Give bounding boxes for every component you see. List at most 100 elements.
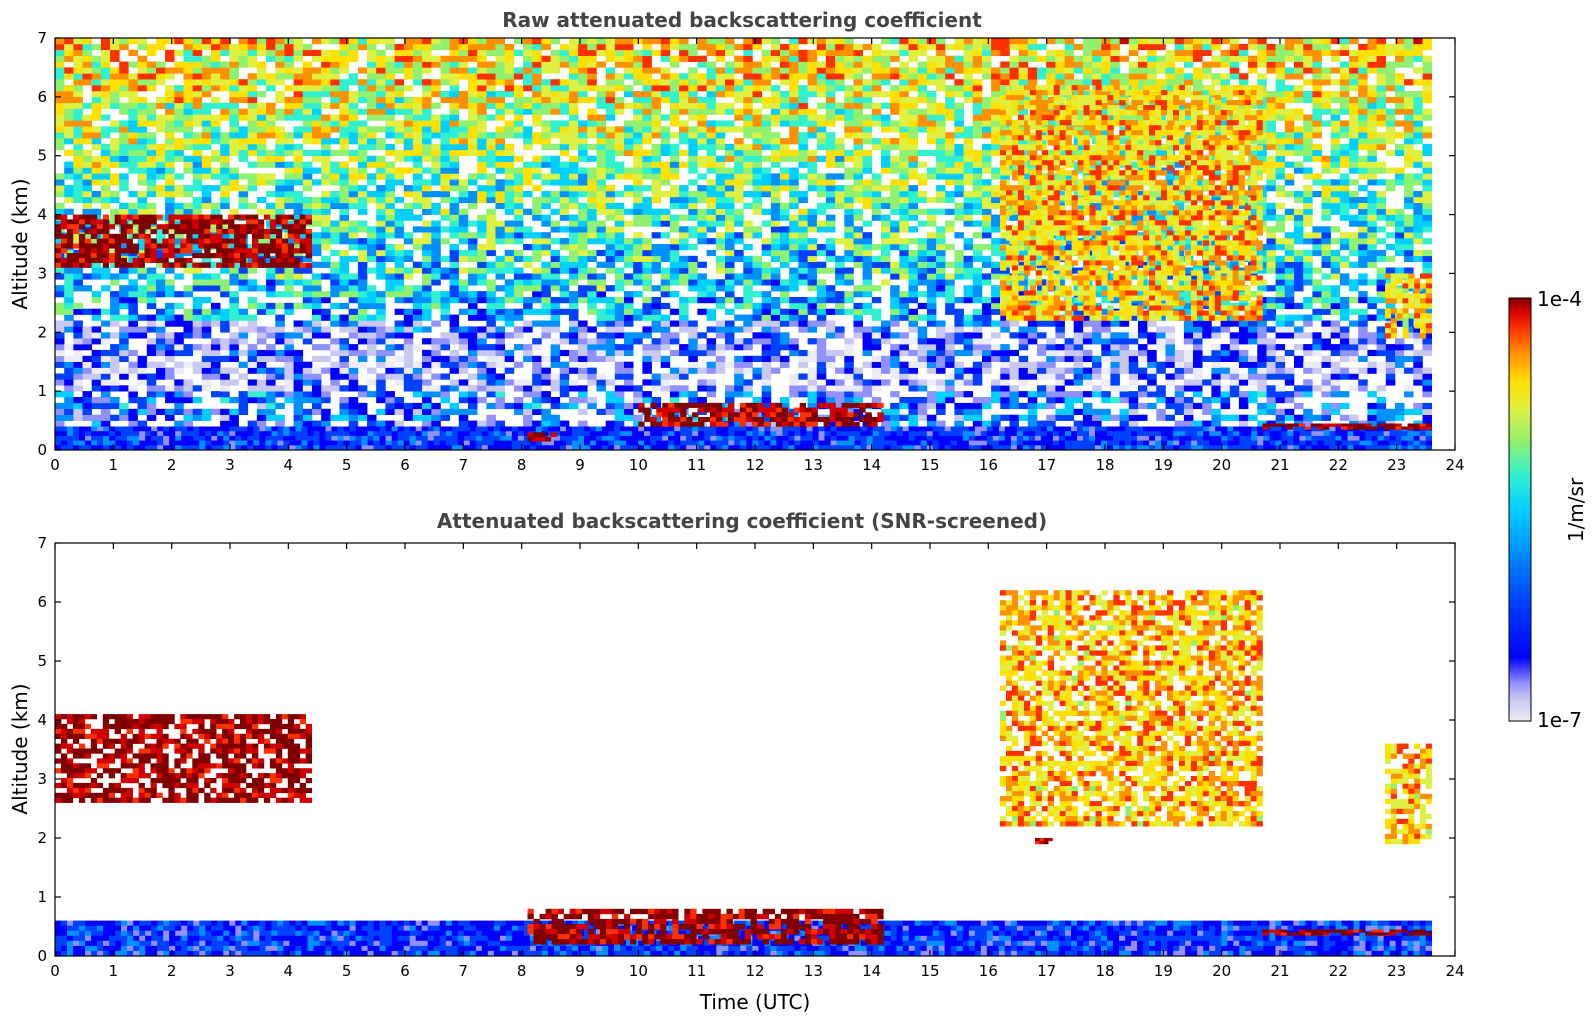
heatmap-cell bbox=[55, 191, 65, 198]
heatmap-cell bbox=[881, 196, 891, 204]
heatmap-cell bbox=[789, 91, 799, 98]
heatmap-cell bbox=[578, 244, 588, 251]
heatmap-cell bbox=[440, 179, 450, 186]
heatmap-cell bbox=[449, 155, 460, 162]
heatmap-cell bbox=[624, 273, 634, 280]
heatmap-cell bbox=[624, 332, 634, 339]
heatmap-cell bbox=[321, 179, 331, 186]
heatmap-cell bbox=[504, 120, 515, 127]
heatmap-cell bbox=[431, 114, 441, 121]
heatmap-cell bbox=[174, 402, 184, 410]
heatmap-cell bbox=[330, 61, 340, 68]
heatmap-cell bbox=[569, 244, 579, 251]
heatmap-cell bbox=[816, 102, 827, 109]
heatmap-cell bbox=[890, 355, 900, 362]
heatmap-cell bbox=[486, 267, 496, 274]
heatmap-cell bbox=[339, 179, 349, 186]
heatmap-cell bbox=[477, 91, 487, 98]
heatmap-cell bbox=[706, 179, 717, 186]
heatmap-cell bbox=[55, 220, 65, 227]
heatmap-cell bbox=[146, 161, 157, 168]
heatmap-cell bbox=[605, 326, 616, 333]
heatmap-cell bbox=[247, 126, 258, 133]
heatmap-cell bbox=[100, 332, 111, 339]
heatmap-cell bbox=[55, 55, 65, 62]
heatmap-cell bbox=[293, 326, 304, 333]
heatmap-cell bbox=[394, 367, 405, 374]
heatmap-cell bbox=[486, 385, 496, 392]
heatmap-cell bbox=[899, 191, 909, 198]
heatmap-cell bbox=[183, 73, 193, 80]
heatmap-cell bbox=[660, 291, 671, 298]
heatmap-cell bbox=[458, 55, 469, 62]
heatmap-cell bbox=[82, 126, 92, 133]
heatmap-cell bbox=[853, 385, 863, 392]
heatmap-cell bbox=[523, 108, 533, 115]
heatmap-cell bbox=[504, 155, 515, 162]
heatmap-cell bbox=[541, 332, 551, 339]
heatmap-cell bbox=[651, 355, 662, 362]
heatmap-cell bbox=[266, 85, 276, 92]
heatmap-cell bbox=[513, 279, 524, 286]
heatmap-cell bbox=[412, 155, 423, 162]
heatmap-cell bbox=[899, 367, 909, 374]
heatmap-cell bbox=[770, 349, 781, 357]
heatmap-cell bbox=[468, 332, 478, 339]
heatmap-cell bbox=[688, 244, 698, 251]
heatmap-cell bbox=[238, 391, 249, 398]
heatmap-cell bbox=[293, 67, 304, 74]
heatmap-cell bbox=[532, 361, 542, 368]
heatmap-cell bbox=[669, 161, 680, 168]
heatmap-cell bbox=[633, 214, 643, 221]
heatmap-cell bbox=[853, 232, 863, 239]
heatmap-cell bbox=[816, 79, 827, 86]
heatmap-cell bbox=[495, 179, 505, 186]
heatmap-cell bbox=[183, 267, 193, 274]
heatmap-cell bbox=[100, 114, 111, 121]
heatmap-cell bbox=[807, 391, 818, 398]
heatmap-cell bbox=[587, 38, 597, 45]
heatmap-cell bbox=[284, 279, 294, 286]
heatmap-cell bbox=[64, 208, 74, 215]
heatmap-cell bbox=[468, 202, 478, 209]
heatmap-cell bbox=[91, 373, 102, 380]
heatmap-cell bbox=[807, 214, 818, 221]
heatmap-cell bbox=[807, 49, 818, 56]
heatmap-cell bbox=[412, 126, 423, 133]
heatmap-cell bbox=[559, 214, 570, 221]
heatmap-cell bbox=[504, 161, 515, 168]
heatmap-cell bbox=[743, 161, 753, 168]
heatmap-cell bbox=[807, 255, 818, 262]
heatmap-cell bbox=[596, 91, 606, 98]
heatmap-cell bbox=[312, 420, 322, 427]
heatmap-cell bbox=[146, 49, 157, 56]
heatmap-cell bbox=[477, 214, 487, 221]
heatmap-cell bbox=[376, 249, 386, 257]
heatmap-cell bbox=[385, 38, 395, 45]
heatmap-cell bbox=[229, 43, 239, 51]
heatmap-cell bbox=[881, 279, 891, 286]
heatmap-cell bbox=[348, 73, 359, 80]
heatmap-cell bbox=[706, 297, 717, 304]
heatmap-cell bbox=[256, 67, 267, 74]
heatmap-cell bbox=[312, 344, 322, 351]
heatmap-cell bbox=[660, 132, 671, 139]
heatmap-cell bbox=[376, 320, 386, 327]
heatmap-cell bbox=[211, 208, 221, 215]
heatmap-cell bbox=[275, 385, 285, 392]
heatmap-cell bbox=[550, 132, 561, 139]
heatmap-cell bbox=[578, 43, 588, 51]
heatmap-cell bbox=[550, 261, 561, 268]
heatmap-cell bbox=[247, 120, 258, 127]
heatmap-cell bbox=[853, 214, 863, 221]
heatmap-cell bbox=[789, 238, 799, 245]
heatmap-cell bbox=[55, 73, 65, 80]
heatmap-cell bbox=[137, 114, 148, 121]
heatmap-cell bbox=[679, 91, 689, 98]
heatmap-cell bbox=[357, 79, 368, 86]
heatmap-cell bbox=[348, 279, 359, 286]
heatmap-cell bbox=[412, 202, 423, 209]
heatmap-cell bbox=[302, 397, 313, 404]
heatmap-cell bbox=[302, 138, 313, 145]
heatmap-cell bbox=[513, 308, 524, 315]
